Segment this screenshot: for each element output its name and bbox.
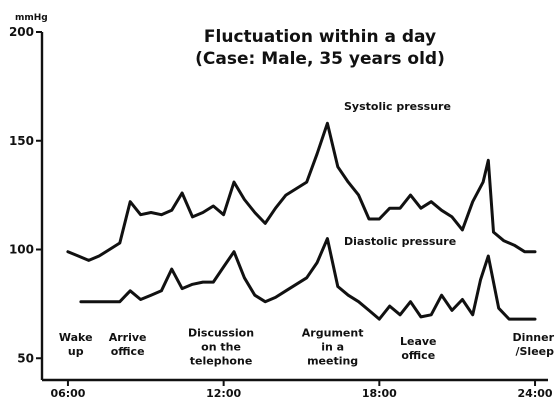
event-annotation-line: Dinner — [513, 331, 555, 344]
chart-title: Fluctuation within a day (Case: Male, 35… — [195, 27, 445, 69]
x-tick-label: 18:00 — [362, 387, 397, 400]
event-annotation-line: Leave — [400, 335, 437, 348]
event-annotation-line: on the — [201, 341, 241, 354]
event-annotation-line: in a — [321, 341, 344, 354]
axes: 200 150 100 50 06:00 12:00 18:00 24:00 — [9, 25, 553, 400]
x-tick-label: 06:00 — [50, 387, 85, 400]
event-annotation-line: Discussion — [188, 327, 254, 340]
series-label: Diastolic pressure — [344, 235, 456, 248]
event-annotation-line: /Sleep — [515, 345, 554, 358]
event-annotation-line: office — [401, 349, 435, 362]
event-annotation-line: telephone — [190, 355, 253, 368]
y-axis-unit-label: mmHg — [15, 13, 48, 23]
event-annotation-line: Arrive — [109, 331, 147, 344]
series-label: Systolic pressure — [344, 100, 451, 113]
event-annotation-line: Wake — [59, 331, 93, 344]
y-tick-label: 150 — [9, 134, 34, 148]
series-line-systolic — [66, 121, 537, 262]
x-tick-label: 12:00 — [206, 387, 241, 400]
event-annotation-line: meeting — [307, 355, 358, 368]
x-tick-label: 24:00 — [518, 387, 553, 400]
y-tick-label: 100 — [9, 243, 34, 257]
chart-title-line-1: Fluctuation within a day — [204, 27, 436, 47]
series-layer: Systolic pressure Diastolic pressure — [66, 100, 537, 321]
y-tick-label: 50 — [17, 351, 34, 365]
event-annotation-line: up — [68, 345, 84, 358]
event-annotation: Dinner/Sleep — [513, 331, 555, 358]
series-line-diastolic — [79, 237, 537, 321]
chart-title-line-2: (Case: Male, 35 years old) — [195, 49, 445, 69]
y-tick-label: 200 — [9, 25, 34, 39]
event-annotation-line: Argument — [302, 327, 364, 340]
event-annotation-line: office — [111, 345, 145, 358]
